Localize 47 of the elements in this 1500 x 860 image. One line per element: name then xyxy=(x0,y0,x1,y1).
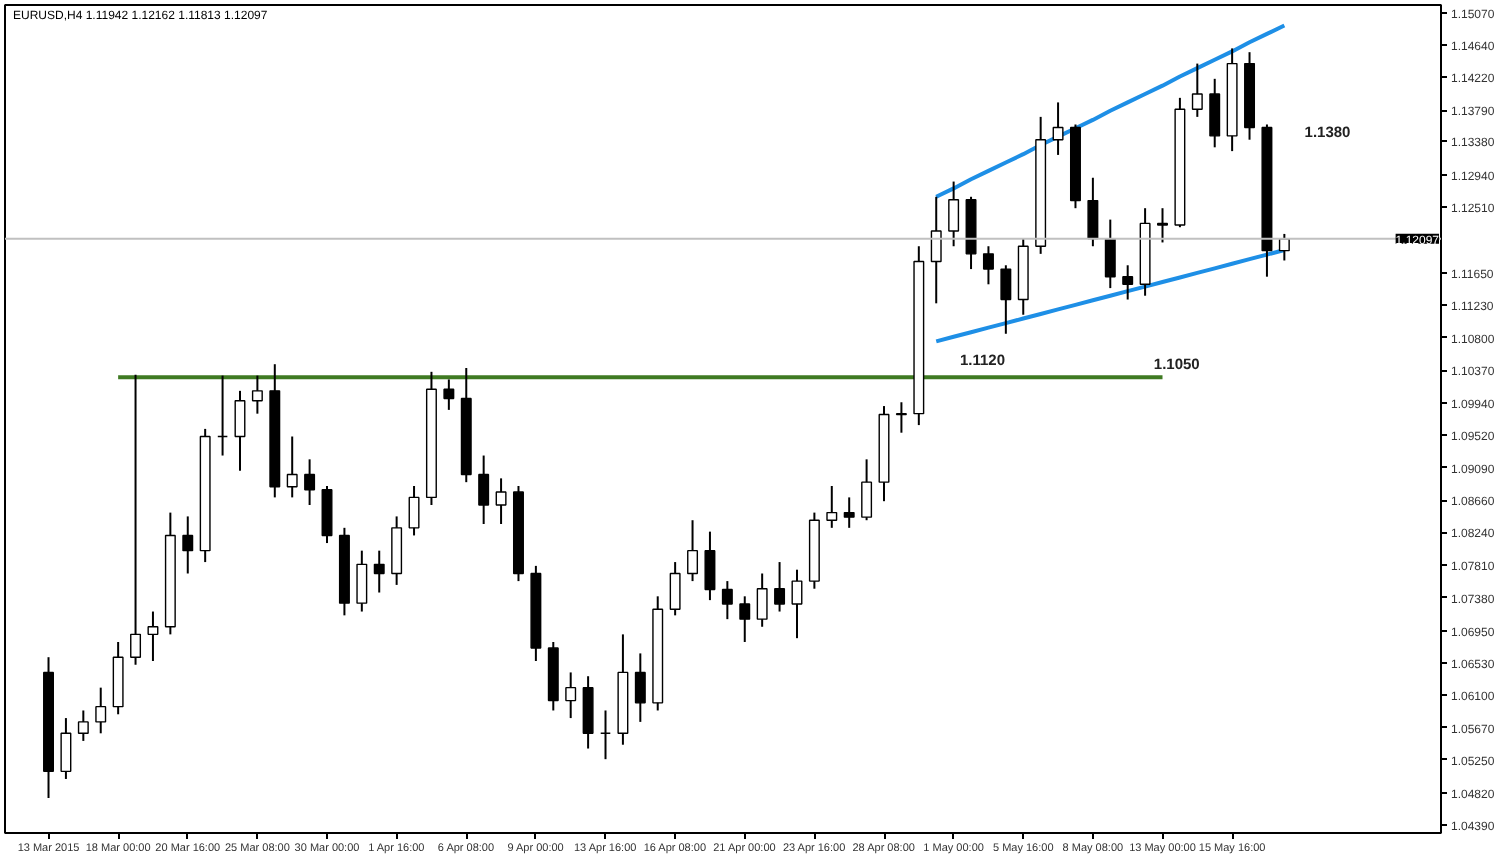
candlestick xyxy=(60,717,72,780)
candlestick xyxy=(861,458,873,522)
candlestick xyxy=(286,435,298,499)
candlestick xyxy=(739,595,751,643)
candlestick xyxy=(217,374,229,457)
candlestick xyxy=(251,374,263,415)
candlestick xyxy=(843,496,855,529)
candlestick xyxy=(130,373,142,666)
candlestick xyxy=(234,389,246,472)
candlestick xyxy=(930,195,942,305)
candlestick xyxy=(77,709,89,742)
candlestick xyxy=(95,686,107,735)
candlestick xyxy=(634,652,646,723)
candlestick xyxy=(704,530,716,602)
candlestick xyxy=(321,484,333,545)
candlestick xyxy=(478,454,490,526)
candlestick xyxy=(1052,101,1064,156)
candlestick xyxy=(391,515,403,586)
candlestick xyxy=(1191,62,1203,118)
candlestick xyxy=(1104,218,1116,290)
candlestick xyxy=(600,709,611,761)
candlestick xyxy=(373,549,385,594)
candlestick xyxy=(443,378,455,411)
candlestick xyxy=(1122,264,1134,301)
candlestick xyxy=(687,519,699,583)
candlestick xyxy=(182,515,194,575)
candlestick xyxy=(582,675,594,750)
candlestick xyxy=(982,245,994,286)
candlestick xyxy=(304,458,316,506)
candlestick xyxy=(1157,207,1168,244)
candlestick xyxy=(791,568,803,640)
candlestick xyxy=(826,484,838,529)
candlestick xyxy=(1087,176,1099,248)
candlestick xyxy=(565,671,577,720)
candlestick xyxy=(1000,264,1012,335)
candlestick xyxy=(948,180,960,248)
candlestick xyxy=(147,610,159,663)
candlestick xyxy=(669,561,681,617)
candlestick xyxy=(756,572,768,628)
candlestick xyxy=(774,561,786,613)
candlestick xyxy=(356,549,368,613)
candlestick xyxy=(495,477,507,526)
candlestick xyxy=(1209,77,1221,149)
candlestick xyxy=(408,484,420,537)
candlestick xyxy=(895,401,907,434)
candlestick xyxy=(721,580,733,621)
line-series xyxy=(934,23,1287,199)
